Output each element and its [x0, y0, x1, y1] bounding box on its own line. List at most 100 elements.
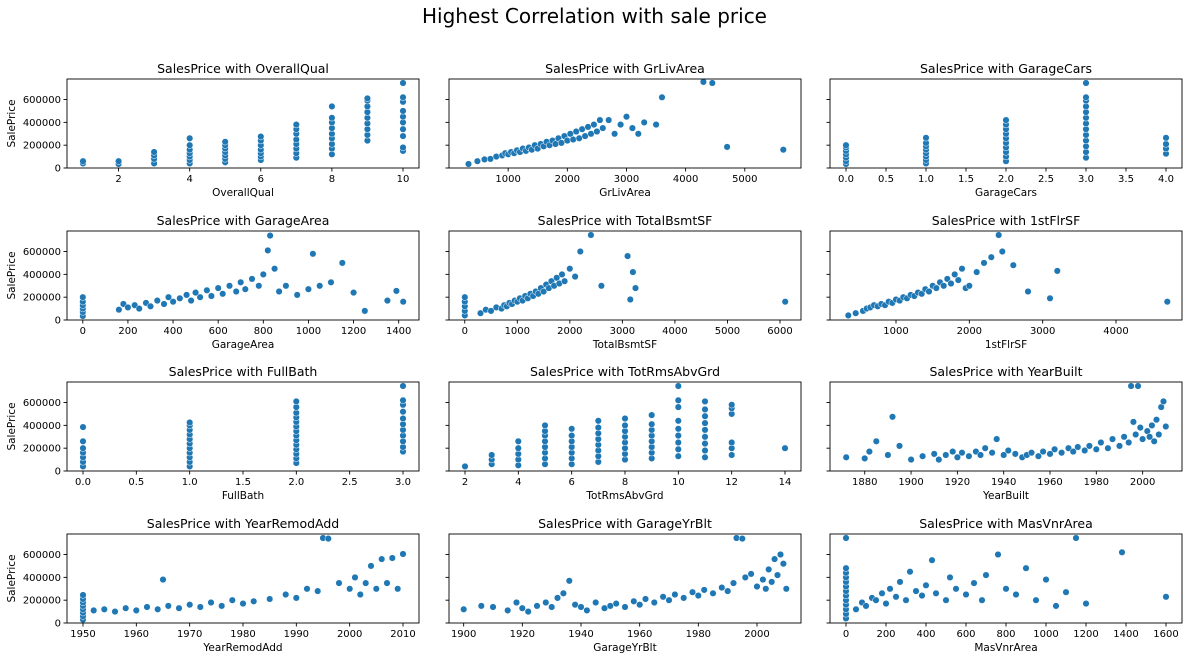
data-point [1162, 593, 1170, 601]
data-point [356, 590, 364, 599]
x-tick-label: 1.0 [182, 477, 198, 488]
data-point [492, 153, 500, 161]
data-point [316, 282, 324, 290]
x-tick-label: 12 [725, 477, 738, 488]
data-point [461, 293, 469, 301]
x-tick-label: 3000 [1030, 326, 1055, 337]
data-point [919, 452, 927, 460]
x-tick-label: 400 [916, 629, 935, 640]
data-point [1039, 448, 1047, 456]
x-tick-label: 10 [672, 477, 685, 488]
data-point [309, 250, 317, 258]
data-point [1042, 576, 1050, 584]
data-point [183, 291, 191, 299]
data-point [958, 449, 966, 457]
data-point [728, 401, 736, 409]
data-point [1108, 435, 1117, 443]
data-point [659, 593, 667, 601]
subplot-6: SalesPrice with 1stFlrSF 1000 2000 3000 4000… [826, 213, 1183, 351]
data-point [872, 437, 880, 445]
data-point [954, 276, 962, 284]
x-tick-label: 8 [622, 477, 628, 488]
data-point [594, 417, 602, 425]
x-tick-label: 1000 [883, 326, 908, 337]
data-point [701, 433, 709, 441]
x-tick-label: 1960 [1037, 477, 1062, 488]
x-tick-label: 1920 [945, 477, 970, 488]
data-point [362, 579, 370, 587]
data-point [980, 259, 988, 267]
data-point [1032, 596, 1040, 604]
axes-frame [829, 381, 1183, 472]
data-point [1046, 294, 1054, 302]
data-point [186, 134, 194, 142]
axes-frame [66, 78, 420, 169]
x-tick-label: 1950 [70, 629, 95, 640]
y-tick-label: 400000 [23, 421, 61, 432]
x-tick-label: 14 [779, 477, 792, 488]
x-tick-label: 1000 [505, 326, 530, 337]
x-tick-label: 1990 [284, 629, 309, 640]
data-point [593, 127, 601, 136]
x-tick-label: 4000 [673, 174, 698, 185]
x-tick-label: 1200 [341, 326, 366, 337]
scatter-points [461, 382, 789, 470]
data-point [688, 588, 697, 596]
data-point [540, 287, 548, 296]
x-axis-label: OverallQual [212, 187, 274, 199]
data-point [346, 585, 354, 593]
data-point [882, 600, 890, 608]
data-point [947, 279, 955, 288]
data-point [399, 382, 407, 390]
data-point [1046, 450, 1054, 458]
data-point [275, 287, 283, 296]
data-point [558, 270, 566, 278]
data-point [304, 285, 312, 293]
data-point [1159, 397, 1168, 405]
x-axis-label: GarageArea [212, 339, 275, 351]
data-point [399, 132, 407, 140]
data-point [473, 157, 481, 165]
data-point [392, 287, 400, 295]
data-point [464, 160, 473, 168]
data-point [399, 298, 407, 306]
data-point [652, 121, 660, 129]
data-point [701, 453, 709, 461]
data-point [328, 114, 336, 122]
y-tick-label: 600000 [23, 398, 61, 409]
data-point [250, 597, 258, 605]
data-point [1162, 422, 1170, 431]
data-point [674, 452, 682, 460]
x-tick-label: 600 [956, 629, 975, 640]
subplot-7: SalesPrice with FullBath 0.0 0.5 1.0 1.5 2.0 2… [6, 364, 420, 502]
data-point [724, 587, 732, 595]
axes-frame [829, 533, 1183, 624]
axes-frame [829, 230, 1183, 321]
data-point [844, 311, 852, 319]
x-tick-label: 6 [568, 477, 574, 488]
y-tick-label: 0 [55, 316, 61, 327]
data-point [922, 581, 930, 589]
data-point [327, 278, 335, 286]
subplot-4: SalesPrice with GarageArea 0 200 400 600 800 1… [6, 213, 420, 351]
data-point [982, 571, 990, 579]
data-point [674, 417, 682, 425]
x-tick-label: 2000 [557, 326, 582, 337]
x-tick-label: 1400 [1113, 629, 1138, 640]
subplot-title: SalesPrice with TotalBsmtSF [538, 213, 713, 228]
data-point [671, 590, 679, 599]
data-point [973, 268, 981, 276]
subplot-title: SalesPrice with YearRemodAdd [147, 516, 339, 531]
data-point [372, 585, 380, 593]
data-point [259, 270, 267, 278]
x-tick-label: 5000 [715, 326, 740, 337]
axes-frame [448, 78, 802, 169]
x-tick-label: 1980 [1084, 477, 1109, 488]
data-point [577, 603, 585, 611]
x-tick-label: 2 [462, 477, 468, 488]
data-point [621, 421, 629, 429]
data-point [553, 594, 562, 602]
data-point [617, 121, 625, 129]
data-point [361, 307, 369, 315]
data-point [741, 573, 749, 581]
